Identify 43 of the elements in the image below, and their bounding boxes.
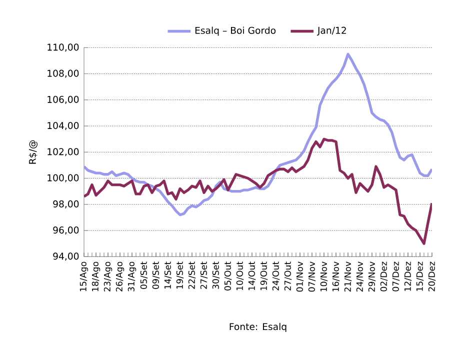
x-tick-label: 24/Out bbox=[272, 262, 280, 290]
x-tick-label: 01/Nov bbox=[296, 262, 304, 292]
legend-label: Esalq – Boi Gordo bbox=[195, 26, 276, 36]
y-tick-label: 98,00 bbox=[53, 200, 79, 208]
y-tick-label: 108,00 bbox=[48, 70, 79, 78]
x-tick-label: 10/Nov bbox=[320, 262, 328, 292]
x-tick-label: 29/Nov bbox=[368, 262, 376, 292]
x-tick-label: 02/Dez bbox=[380, 262, 388, 292]
x-tick-label: 26/Ago bbox=[116, 262, 124, 292]
x-tick-label: 05/Set bbox=[140, 262, 148, 289]
x-tick-label: 20/Dez bbox=[428, 262, 436, 292]
x-tick-label: 07/Dez bbox=[392, 262, 400, 292]
source-note: Fonte: Esalq bbox=[230, 322, 286, 332]
x-tick-label: 15/Ago bbox=[80, 262, 88, 292]
x-tick-label: 12/Dez bbox=[404, 262, 412, 291]
y-axis-title: R$/@ bbox=[28, 140, 38, 164]
y-tick-label: 106,00 bbox=[48, 96, 79, 104]
y-tick-label: 100,00 bbox=[48, 174, 79, 182]
x-tick-label: 27/Set bbox=[200, 262, 208, 289]
x-tick-label: 22/Set bbox=[188, 262, 196, 289]
x-tick-label: 31/Ago bbox=[128, 262, 136, 292]
x-tick-label: 15/Dez bbox=[416, 262, 424, 291]
x-tick-label: 14/Set bbox=[164, 262, 172, 289]
x-tick-label: 16/Nov bbox=[332, 262, 340, 292]
y-tick-label: 96,00 bbox=[53, 226, 79, 235]
x-tick-label: 18/Ago bbox=[92, 262, 100, 292]
x-tick-label: 24/Nov bbox=[356, 262, 364, 292]
x-tick-label: 19/Out bbox=[260, 262, 268, 290]
x-tick-label: 10/Out bbox=[236, 262, 244, 290]
x-tick-label: 09/Set bbox=[152, 262, 160, 289]
x-tick-label: 23/Ago bbox=[104, 262, 112, 292]
x-tick-label: 30/Set bbox=[212, 262, 220, 289]
y-tick-label: 110,00 bbox=[48, 44, 79, 52]
legend-label: Jan/12 bbox=[316, 26, 346, 36]
x-tick-label: 19/Set bbox=[176, 262, 184, 289]
y-tick-label: 104,00 bbox=[48, 122, 79, 130]
x-tick-label: 07/Nov bbox=[308, 262, 316, 292]
x-tick-label: 05/Out bbox=[224, 262, 232, 290]
y-tick-label: 94,00 bbox=[53, 252, 79, 261]
x-tick-label: 21/Nov bbox=[344, 262, 352, 292]
x-tick-label: 27/Out bbox=[284, 262, 292, 290]
y-tick-label: 102,00 bbox=[48, 148, 79, 156]
x-tick-label: 14/Out bbox=[248, 262, 256, 290]
